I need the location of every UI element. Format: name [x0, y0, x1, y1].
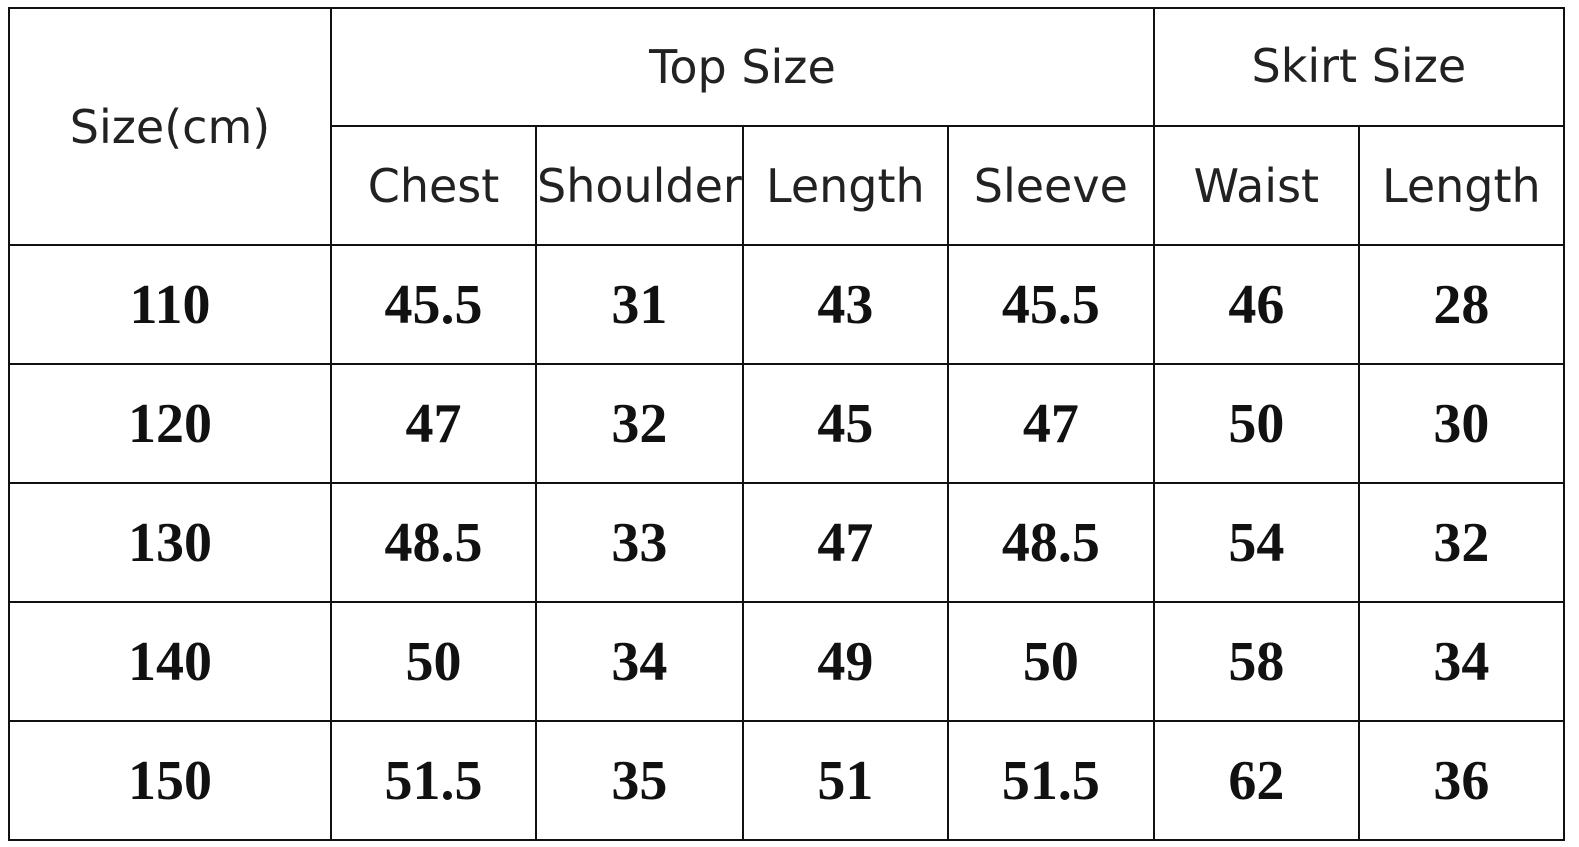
- size-cell: 110: [8, 244, 332, 365]
- column-header: Length: [741, 125, 949, 246]
- measure-cell: 50: [330, 601, 537, 722]
- measure-cell: 33: [535, 482, 744, 603]
- measure-cell: 50: [1152, 363, 1360, 484]
- size-label: Size(cm): [8, 7, 332, 246]
- column-header: Chest: [330, 125, 537, 246]
- measure-cell: 28: [1357, 244, 1565, 365]
- measure-cell: 32: [535, 363, 744, 484]
- column-header: Shoulder: [535, 125, 744, 246]
- group-header: Skirt Size: [1152, 7, 1565, 127]
- size-cell: 130: [8, 482, 332, 603]
- measure-cell: 34: [1357, 601, 1565, 722]
- data-row: 110 45.5 31 43 45.5 46 28: [8, 244, 1565, 365]
- measure-cell: 43: [741, 244, 949, 365]
- data-row: 150 51.5 35 51 51.5 62 36: [8, 720, 1565, 841]
- measure-cell: 32: [1357, 482, 1565, 603]
- measure-cell: 54: [1152, 482, 1360, 603]
- group-header: Top Size: [330, 7, 1155, 127]
- size-cell: 120: [8, 363, 332, 484]
- measure-cell: 45.5: [330, 244, 537, 365]
- measure-cell: 36: [1357, 720, 1565, 841]
- column-header: Sleeve: [946, 125, 1155, 246]
- measure-cell: 45.5: [946, 244, 1155, 365]
- measure-cell: 49: [741, 601, 949, 722]
- column-header: Length: [1357, 125, 1565, 246]
- measure-cell: 48.5: [330, 482, 537, 603]
- data-row: 120 47 32 45 47 50 30: [8, 363, 1565, 484]
- measure-cell: 48.5: [946, 482, 1155, 603]
- measure-cell: 51.5: [330, 720, 537, 841]
- column-header: Waist: [1152, 125, 1360, 246]
- measure-cell: 45: [741, 363, 949, 484]
- measure-cell: 50: [946, 601, 1155, 722]
- measure-cell: 51: [741, 720, 949, 841]
- measure-cell: 34: [535, 601, 744, 722]
- data-row: 140 50 34 49 50 58 34: [8, 601, 1565, 722]
- measure-cell: 47: [946, 363, 1155, 484]
- header-row: Size(cm) Top Size Skirt Size: [8, 7, 1565, 246]
- header-row: Chest Shoulder Length Sleeve Waist Lengt…: [9, 125, 1565, 246]
- measure-cell: 58: [1152, 601, 1360, 722]
- measure-cell: 46: [1152, 244, 1360, 365]
- measure-cell: 51.5: [946, 720, 1155, 841]
- size-table: Size(cm) Top Size Skirt Size Chest Shoul…: [8, 7, 1565, 841]
- size-cell: 150: [8, 720, 332, 841]
- measure-cell: 62: [1152, 720, 1360, 841]
- size-chart: Size(cm) Top Size Skirt Size Chest Shoul…: [8, 7, 1565, 841]
- measure-cell: 35: [535, 720, 744, 841]
- measure-cell: 31: [535, 244, 744, 365]
- data-row: 130 48.5 33 47 48.5 54 32: [8, 482, 1565, 603]
- measure-cell: 47: [741, 482, 949, 603]
- measure-cell: 47: [330, 363, 537, 484]
- measure-cell: 30: [1357, 363, 1565, 484]
- size-cell: 140: [8, 601, 332, 722]
